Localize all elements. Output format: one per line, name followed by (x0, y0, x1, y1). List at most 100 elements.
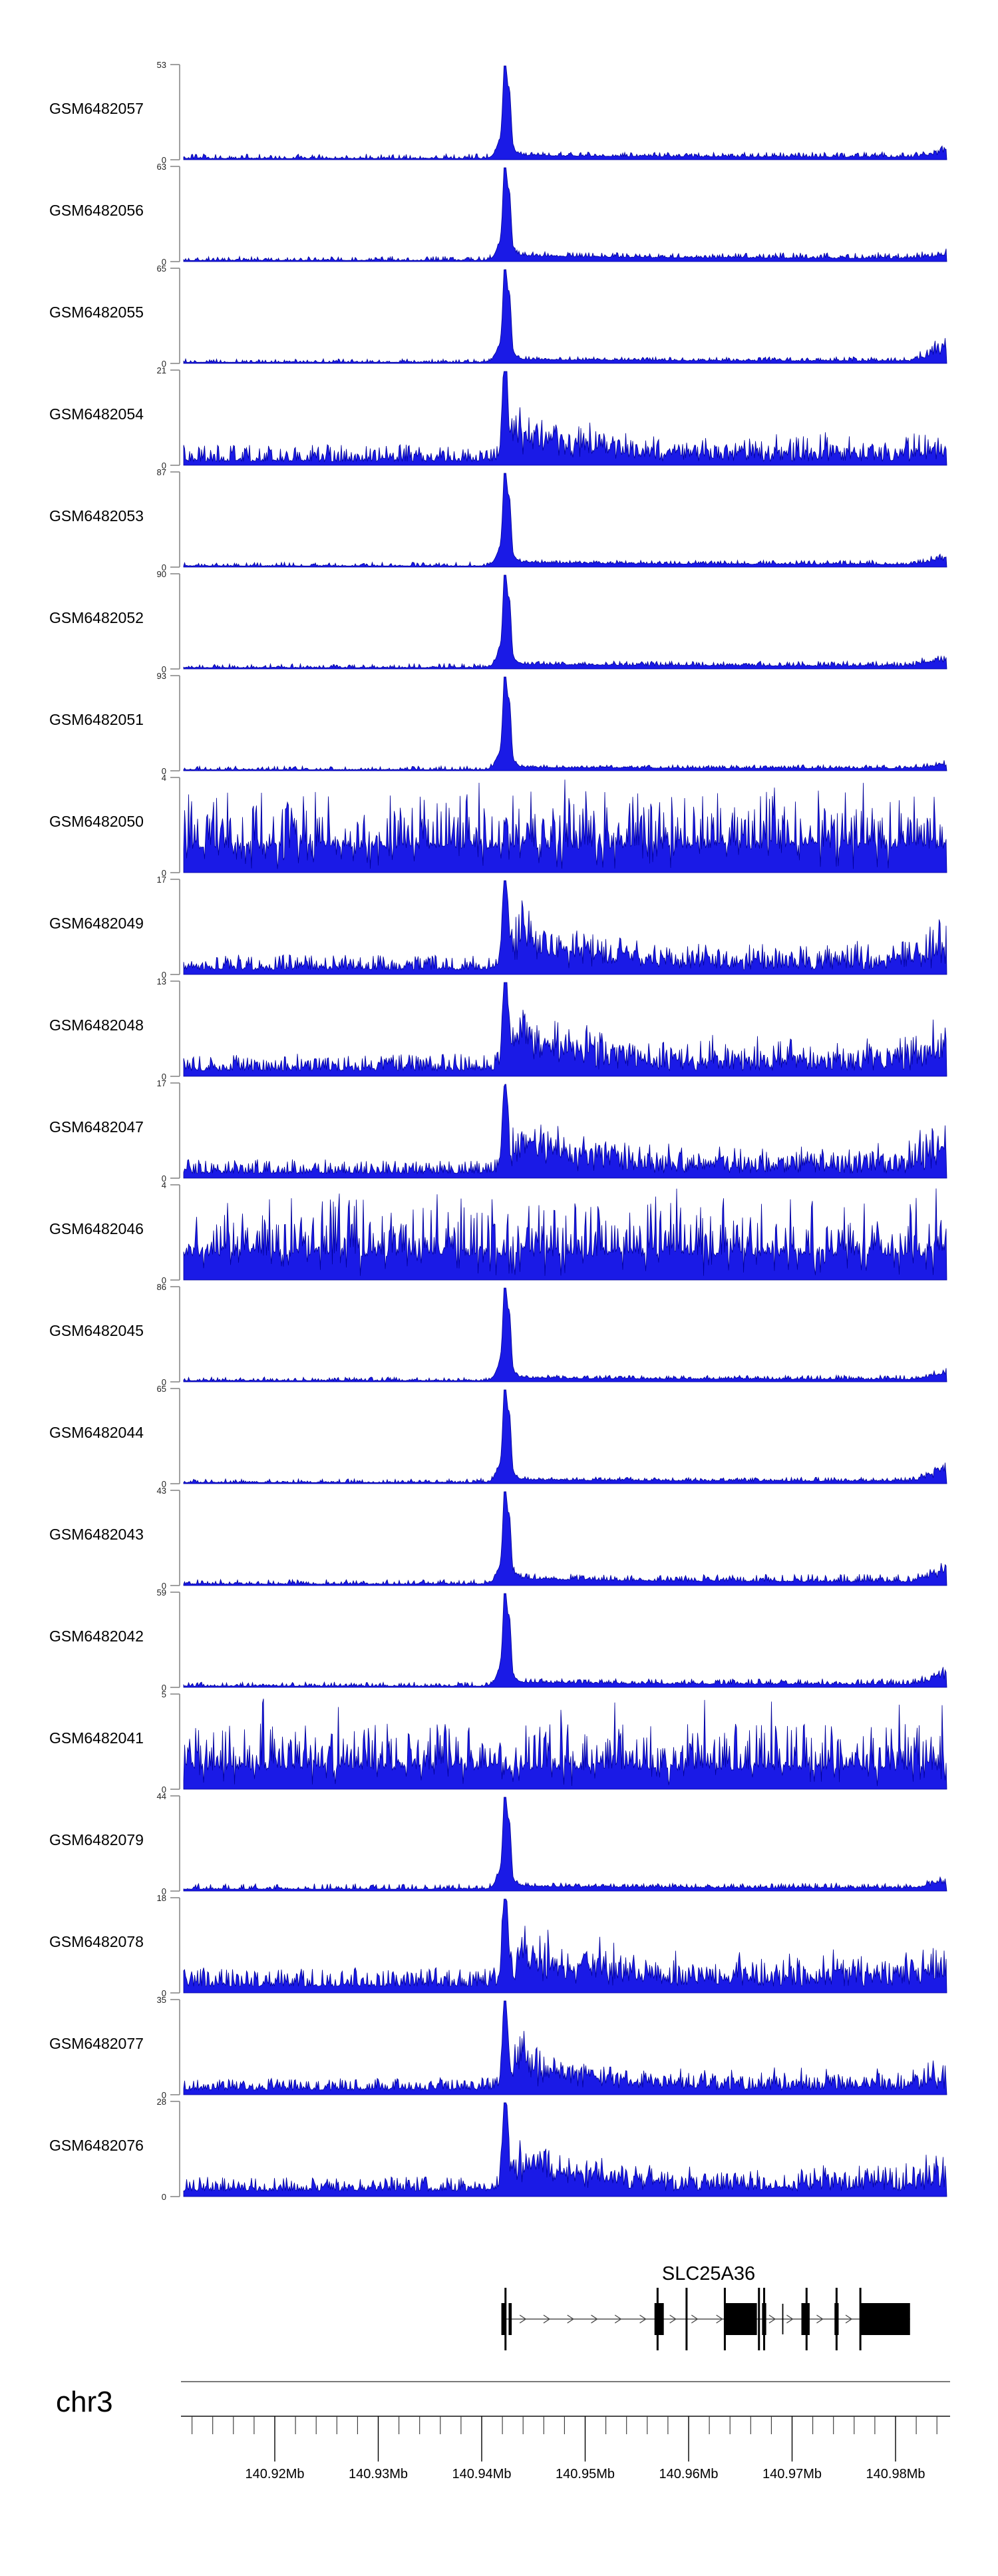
strand-arrow-icon (845, 2314, 853, 2324)
strand-arrow-icon (591, 2314, 598, 2324)
y-zero-label: 0 (162, 1377, 166, 1387)
exon-thin-line (782, 2304, 784, 2334)
track-label: GSM6482044 (49, 1424, 144, 1441)
y-max-label: 59 (157, 1588, 166, 1598)
coverage-area (183, 2000, 947, 2095)
y-zero-label: 0 (162, 970, 166, 980)
y-zero-label: 0 (162, 1275, 166, 1285)
track-label: GSM6482053 (49, 507, 144, 525)
coverage-area (183, 1491, 947, 1586)
coverage-track-GSM6482044: GSM6482044 65 0 (49, 1384, 947, 1489)
track-label: GSM6482041 (49, 1729, 144, 1747)
coverage-area (183, 676, 947, 771)
y-zero-label: 0 (162, 359, 166, 369)
strand-arrow-icon (768, 2314, 776, 2324)
coverage-area (183, 1898, 947, 1994)
track-label: GSM6482055 (49, 304, 144, 321)
coverage-area (183, 371, 947, 466)
track-label: GSM6482057 (49, 100, 144, 117)
y-zero-label: 0 (162, 1581, 166, 1591)
coverage-track-GSM6482078: GSM6482078 18 0 (49, 1893, 947, 1998)
y-axis: 17 0 (157, 1078, 180, 1183)
axis-tick-label: 140.92Mb (246, 2467, 305, 2481)
exon-box (725, 2303, 757, 2335)
strand-arrow-icon (786, 2314, 794, 2324)
coverage-track-GSM6482043: GSM6482043 43 0 (49, 1486, 947, 1591)
strand-arrow-icon (669, 2314, 677, 2324)
y-max-label: 5 (162, 1689, 166, 1699)
axis-tick-label: 140.97Mb (762, 2467, 822, 2481)
coverage-area (183, 167, 947, 262)
coverage-area (183, 473, 947, 568)
y-zero-label: 0 (162, 1988, 166, 1998)
track-label: GSM6482051 (49, 711, 144, 728)
coverage-area (183, 1698, 947, 1790)
track-label: GSM6482056 (49, 202, 144, 219)
track-label: GSM6482049 (49, 915, 144, 932)
coverage-track-GSM6482042: GSM6482042 59 0 (49, 1588, 947, 1693)
y-zero-label: 0 (162, 1072, 166, 1082)
y-zero-label: 0 (162, 562, 166, 572)
strand-arrow-icon (691, 2314, 699, 2324)
coverage-area (183, 1593, 947, 1688)
coverage-track-GSM6482056: GSM6482056 63 0 (49, 162, 947, 267)
axis-tick-label: 140.94Mb (452, 2467, 512, 2481)
exon-box (834, 2303, 839, 2335)
y-max-label: 63 (157, 162, 166, 172)
y-axis: 65 0 (157, 1384, 180, 1489)
axis-tick-label: 140.98Mb (866, 2467, 925, 2481)
y-axis: 63 0 (157, 162, 180, 267)
axis-tick-label: 140.95Mb (556, 2467, 615, 2481)
y-max-label: 65 (157, 264, 166, 274)
coverage-area (183, 1797, 947, 1892)
y-max-label: 35 (157, 1995, 166, 2005)
y-max-label: 17 (157, 1078, 166, 1088)
gene-model (501, 2288, 910, 2350)
y-zero-label: 0 (162, 461, 166, 471)
y-axis: 40 (162, 1180, 180, 1285)
y-axis: 35 0 (157, 1995, 180, 2100)
track-label: GSM6482078 (49, 1933, 144, 1950)
strand-arrow-icon (614, 2314, 622, 2324)
coverage-track-GSM6482049: GSM6482049 17 0 (49, 875, 947, 980)
y-axis: 53 0 (157, 60, 180, 165)
y-zero-label: 0 (162, 664, 166, 674)
y-max-label: 4 (162, 1180, 166, 1190)
y-max-label: 44 (157, 1791, 166, 1801)
y-axis: 50 (162, 1689, 180, 1795)
coverage-area (183, 880, 947, 975)
y-axis: 90 0 (157, 569, 180, 674)
exon-boundary-line (504, 2288, 507, 2350)
y-zero-label: 0 (162, 155, 166, 165)
track-label: GSM6482050 (49, 813, 144, 830)
coverage-track-GSM6482052: GSM6482052 90 0 (49, 569, 947, 674)
strand-arrow-icon (716, 2314, 723, 2324)
coverage-track-GSM6482057: GSM6482057 53 0 (49, 60, 947, 165)
y-zero-label: 0 (162, 1886, 166, 1896)
y-zero-label: 0 (162, 2192, 166, 2202)
coverage-area (183, 1188, 947, 1281)
track-label: GSM6482047 (49, 1118, 144, 1136)
y-max-label: 28 (157, 2097, 166, 2107)
chromosome-label: chr3 (56, 2386, 113, 2418)
y-max-label: 21 (157, 365, 166, 375)
y-zero-label: 0 (162, 1479, 166, 1489)
y-zero-label: 0 (162, 868, 166, 878)
y-axis: 17 0 (157, 875, 180, 980)
track-label: GSM6482054 (49, 405, 144, 423)
exon-box (501, 2303, 506, 2335)
y-max-label: 87 (157, 467, 166, 477)
y-axis: 40 (162, 773, 180, 878)
gene-label: SLC25A36 (661, 2263, 756, 2284)
coverage-track-GSM6482041: GSM6482041 50 (49, 1689, 947, 1795)
y-max-label: 53 (157, 60, 166, 70)
y-axis: 28 0 (157, 2097, 180, 2202)
y-axis: 44 0 (157, 1791, 180, 1896)
track-label: GSM6482048 (49, 1016, 144, 1034)
y-max-label: 18 (157, 1893, 166, 1903)
y-axis: 86 0 (157, 1282, 180, 1387)
strand-arrow-icon (543, 2314, 551, 2324)
